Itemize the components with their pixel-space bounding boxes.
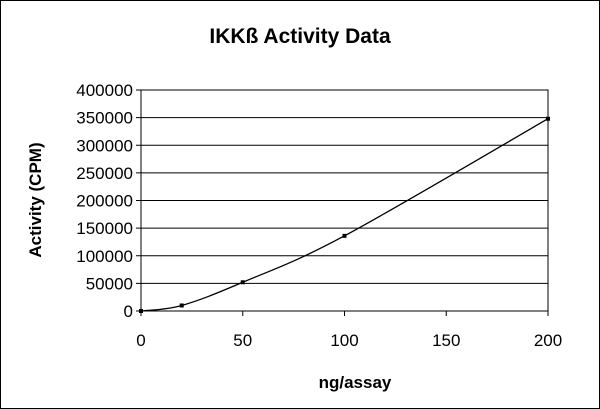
y-tick-label: 300000 bbox=[76, 136, 133, 155]
data-point bbox=[139, 309, 143, 313]
x-tick-label: 150 bbox=[432, 331, 460, 350]
data-markers bbox=[139, 116, 550, 313]
data-point bbox=[342, 233, 347, 238]
x-tick-label: 0 bbox=[136, 331, 145, 350]
y-tick-label: 0 bbox=[124, 302, 133, 321]
chart-title: IKKß Activity Data bbox=[209, 25, 391, 48]
y-tick-label: 200000 bbox=[76, 192, 133, 211]
y-tick-label: 100000 bbox=[76, 247, 133, 266]
x-tick-label: 50 bbox=[233, 331, 252, 350]
y-axis-ticks: 0 50000 100000 150000 200000 250000 300000 3500… bbox=[76, 81, 141, 321]
data-point bbox=[546, 116, 550, 121]
series-line bbox=[140, 118, 549, 312]
data-point bbox=[240, 280, 245, 285]
y-tick-label: 150000 bbox=[76, 219, 133, 238]
x-tick-label: 200 bbox=[534, 331, 562, 350]
gridlines bbox=[141, 89, 548, 284]
x-axis-ticks: 0 50 100 150 200 bbox=[136, 311, 562, 350]
y-tick-label: 250000 bbox=[76, 164, 133, 183]
x-tick-label: 100 bbox=[330, 331, 358, 350]
y-axis-label: Activity (CPM) bbox=[26, 142, 45, 257]
x-axis-label: ng/assay bbox=[319, 373, 392, 392]
y-tick-label: 400000 bbox=[76, 81, 133, 100]
data-point bbox=[179, 303, 184, 308]
y-tick-label: 350000 bbox=[76, 109, 133, 128]
y-tick-label: 50000 bbox=[86, 274, 133, 293]
